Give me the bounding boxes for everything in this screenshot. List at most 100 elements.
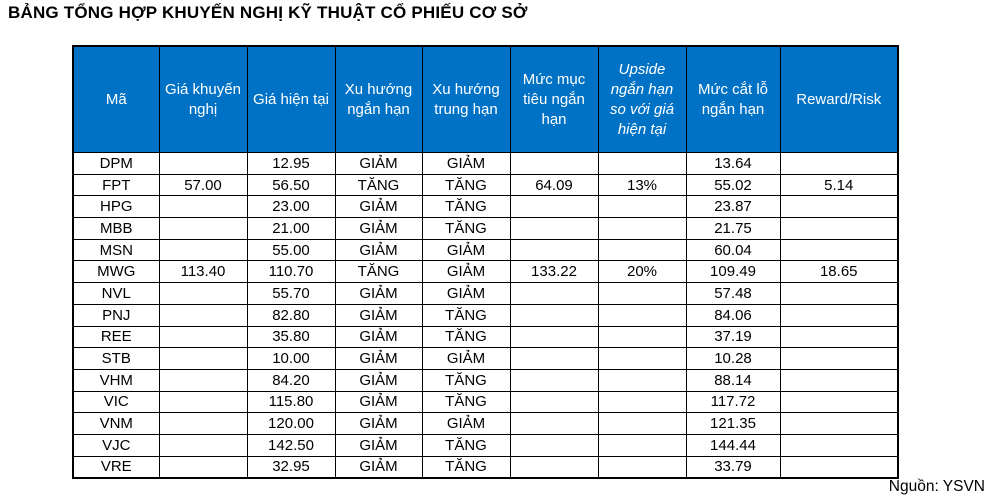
cell-code: VIC bbox=[72, 390, 160, 414]
cell-reward_risk bbox=[779, 347, 899, 370]
table-row: MWG 113.40 110.70 TĂNG GIẢM 133.22 20% 109.49 18… bbox=[72, 260, 899, 284]
cell-cur_price: 115.80 bbox=[246, 390, 336, 414]
cell-short_trend: GIẢM bbox=[334, 303, 423, 327]
cell-upside: 13% bbox=[597, 173, 687, 197]
cell-mid_trend: TĂNG bbox=[421, 325, 511, 349]
table-row: VJC 142.50 GIẢM TĂNG 144.44 bbox=[72, 433, 899, 457]
cell-target bbox=[509, 412, 599, 435]
cell-reward_risk bbox=[779, 217, 899, 240]
table-row: REE 35.80 GIẢM TĂNG 37.19 bbox=[72, 325, 899, 349]
cell-code: MBB bbox=[72, 217, 160, 240]
cell-reward_risk bbox=[779, 303, 899, 327]
column-header-target: Mức mục tiêu ngắn hạn bbox=[509, 45, 599, 153]
cell-mid_trend: GIẢM bbox=[421, 238, 511, 262]
cell-stop_loss: 55.02 bbox=[685, 173, 781, 197]
cell-target bbox=[509, 455, 599, 479]
cell-mid_trend: TĂNG bbox=[421, 433, 511, 457]
cell-rec_price bbox=[158, 325, 248, 349]
cell-cur_price: 142.50 bbox=[246, 433, 336, 457]
cell-short_trend: GIẢM bbox=[334, 390, 423, 414]
cell-short_trend: GIẢM bbox=[334, 455, 423, 479]
cell-mid_trend: TĂNG bbox=[421, 217, 511, 240]
table-row: FPT 57.00 56.50 TĂNG TĂNG 64.09 13% 55.02 5.14 bbox=[72, 173, 899, 197]
cell-short_trend: GIẢM bbox=[334, 325, 423, 349]
column-header-short_trend: Xu hướng ngắn hạn bbox=[334, 45, 423, 153]
cell-code: VJC bbox=[72, 433, 160, 457]
cell-short_trend: GIẢM bbox=[334, 368, 423, 392]
cell-rec_price bbox=[158, 390, 248, 414]
cell-upside bbox=[597, 390, 687, 414]
cell-code: NVL bbox=[72, 282, 160, 305]
cell-reward_risk bbox=[779, 455, 899, 479]
cell-upside bbox=[597, 455, 687, 479]
cell-reward_risk bbox=[779, 433, 899, 457]
cell-upside bbox=[597, 195, 687, 219]
cell-stop_loss: 144.44 bbox=[685, 433, 781, 457]
cell-stop_loss: 10.28 bbox=[685, 347, 781, 370]
column-header-rec_price: Giá khuyến nghị bbox=[158, 45, 248, 153]
table-row: VNM 120.00 GIẢM GIẢM 121.35 bbox=[72, 412, 899, 435]
cell-upside bbox=[597, 347, 687, 370]
table-header-row: Mã Giá khuyến nghị Giá hiện tại Xu hướng ng… bbox=[72, 45, 899, 153]
cell-cur_price: 55.70 bbox=[246, 282, 336, 305]
cell-stop_loss: 117.72 bbox=[685, 390, 781, 414]
cell-upside bbox=[597, 303, 687, 327]
cell-cur_price: 55.00 bbox=[246, 238, 336, 262]
table-header: Mã Giá khuyến nghị Giá hiện tại Xu hướng ng… bbox=[72, 45, 899, 153]
source-note: Nguồn: YSVN bbox=[888, 478, 985, 495]
cell-stop_loss: 13.64 bbox=[685, 152, 781, 175]
cell-rec_price bbox=[158, 433, 248, 457]
cell-short_trend: GIẢM bbox=[334, 347, 423, 370]
cell-mid_trend: TĂNG bbox=[421, 173, 511, 197]
cell-rec_price bbox=[158, 217, 248, 240]
cell-reward_risk bbox=[779, 282, 899, 305]
cell-rec_price bbox=[158, 195, 248, 219]
cell-mid_trend: GIẢM bbox=[421, 260, 511, 284]
cell-reward_risk: 18.65 bbox=[779, 260, 899, 284]
cell-short_trend: TĂNG bbox=[334, 260, 423, 284]
cell-mid_trend: TĂNG bbox=[421, 455, 511, 479]
cell-upside bbox=[597, 217, 687, 240]
cell-stop_loss: 88.14 bbox=[685, 368, 781, 392]
cell-stop_loss: 21.75 bbox=[685, 217, 781, 240]
cell-cur_price: 84.20 bbox=[246, 368, 336, 392]
cell-rec_price bbox=[158, 412, 248, 435]
table-row: DPM 12.95 GIẢM GIẢM 13.64 bbox=[72, 152, 899, 175]
cell-target bbox=[509, 325, 599, 349]
cell-reward_risk bbox=[779, 195, 899, 219]
cell-stop_loss: 57.48 bbox=[685, 282, 781, 305]
cell-upside bbox=[597, 152, 687, 175]
cell-short_trend: GIẢM bbox=[334, 238, 423, 262]
cell-target bbox=[509, 390, 599, 414]
cell-mid_trend: GIẢM bbox=[421, 347, 511, 370]
cell-reward_risk bbox=[779, 152, 899, 175]
cell-rec_price bbox=[158, 347, 248, 370]
cell-cur_price: 21.00 bbox=[246, 217, 336, 240]
table-row: VIC 115.80 GIẢM TĂNG 117.72 bbox=[72, 390, 899, 414]
cell-short_trend: GIẢM bbox=[334, 282, 423, 305]
cell-short_trend: GIẢM bbox=[334, 433, 423, 457]
cell-stop_loss: 60.04 bbox=[685, 238, 781, 262]
cell-code: MWG bbox=[72, 260, 160, 284]
cell-rec_price bbox=[158, 368, 248, 392]
recommendation-table: Mã Giá khuyến nghị Giá hiện tại Xu hướng ng… bbox=[72, 45, 899, 480]
cell-code: VRE bbox=[72, 455, 160, 479]
cell-cur_price: 23.00 bbox=[246, 195, 336, 219]
cell-mid_trend: GIẢM bbox=[421, 282, 511, 305]
cell-code: VHM bbox=[72, 368, 160, 392]
column-header-upside: Upside ngắn hạn so với giá hiện tại bbox=[597, 45, 687, 153]
table-body: DPM 12.95 GIẢM GIẢM 13.64 FPT 57.00 56.50 TĂNG TĂ… bbox=[72, 152, 899, 479]
cell-code: MSN bbox=[72, 238, 160, 262]
table-row: NVL 55.70 GIẢM GIẢM 57.48 bbox=[72, 282, 899, 305]
cell-mid_trend: TĂNG bbox=[421, 195, 511, 219]
cell-target bbox=[509, 217, 599, 240]
cell-upside bbox=[597, 433, 687, 457]
column-header-cur_price: Giá hiện tại bbox=[246, 45, 336, 153]
cell-target bbox=[509, 368, 599, 392]
column-header-reward_risk: Reward/Risk bbox=[779, 45, 899, 153]
cell-target bbox=[509, 347, 599, 370]
cell-mid_trend: GIẢM bbox=[421, 412, 511, 435]
cell-rec_price bbox=[158, 152, 248, 175]
cell-upside bbox=[597, 282, 687, 305]
